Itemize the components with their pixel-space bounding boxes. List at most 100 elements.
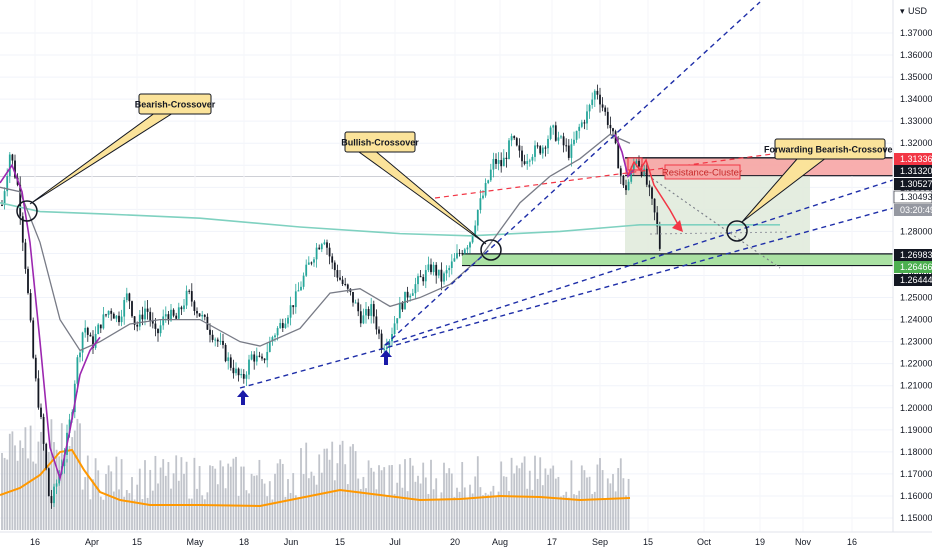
candle-body [406,291,409,298]
price-labels: 1.31336 1.31320 1.30527 1.30493 03:20:49 1.26… [893,153,932,286]
candle-body [271,337,274,342]
volume-bar [219,460,222,530]
volume-bar [549,468,552,530]
forward-crossover-callout-box [774,138,886,160]
candle-body [102,314,105,329]
volume-bar [203,499,206,530]
candle-body [635,160,638,164]
time-axis[interactable]: 16 Apr 15 May 18 Jun 15 Jul 20 Aug 17 Sep 15 Oct 19 Nov… [0,531,932,550]
volume-bar [274,473,276,530]
candle-body [81,332,84,353]
x-tick-label: Sep [592,537,608,547]
candle-body [328,247,331,257]
volume-bar [151,490,154,530]
volume-bar [284,496,287,530]
candle-body [45,443,48,469]
candle-body [297,290,300,292]
volume-bar [196,488,198,530]
candle-body [365,309,367,316]
candle-body [440,269,443,282]
candle-body [474,225,477,235]
candle-body [144,308,146,320]
volume-bar [268,481,271,530]
candle-body [518,145,521,151]
candle-body [622,175,625,186]
volume-bar [263,483,266,530]
candle-body [6,176,9,192]
volume-bar [123,496,126,530]
candle-body [164,314,167,317]
candle-body [292,305,295,308]
candle-body [531,156,534,161]
candle-body [310,262,313,264]
volume-bar [86,455,89,530]
candle-body [510,136,513,141]
candle-body [367,309,370,316]
candle-body [175,315,178,319]
volume-bar [138,468,141,530]
volume-bar [315,484,318,530]
candle-body [284,323,287,328]
volume-bar [164,475,167,530]
candle-body [211,334,214,340]
candle-body [32,320,35,358]
volume-bar [94,458,97,530]
y-tick-label: 1.23000 [900,337,932,347]
volume-bar [73,430,76,530]
candle-body [167,314,170,321]
volume-bar [201,495,204,530]
volume-bar [63,453,66,530]
candle-body [172,309,175,316]
callouts-layer: Bearish-Crossover Bullish-Crossover Forwar… [29,93,897,245]
volume-bar [489,491,492,530]
x-tick-label: 16 [847,537,857,547]
candle-body [354,302,357,304]
candle-body [500,160,503,167]
price-label-text: 1.30493 [900,192,932,202]
candle-body [536,145,539,147]
volume-bar [570,460,573,530]
candle-body [430,264,432,273]
volume-bar [604,499,607,530]
candle-body [645,168,648,185]
candle-body [133,316,136,325]
volume-bar [58,456,61,530]
candle-body [333,262,336,271]
volume-bar [310,471,313,530]
candle-body [110,310,113,314]
bearish-crossover-circle [16,200,38,222]
volume-bar [352,444,354,530]
candle-body [544,147,547,149]
candle-body [196,310,198,314]
volume-bar [560,496,562,530]
volume-bar [159,467,162,530]
price-label-tag [894,165,932,177]
volume-bar [81,489,84,530]
candle-body [411,293,414,296]
candle-body [214,339,217,341]
candle-body [643,168,646,176]
candle-body [235,368,237,374]
candle-body [541,147,544,154]
volume-bar [253,475,256,530]
volume-bar [588,476,591,530]
candle-body [391,334,393,342]
volume-bar [554,478,557,530]
volume-bar [344,464,347,530]
volume-bar [175,455,178,530]
y-tick-label: 1.24000 [900,315,932,325]
candle-body [237,368,240,376]
candle-body [183,305,185,310]
candle-body [50,496,53,504]
price-label-text: 1.26983 [900,250,932,260]
candle-body [323,242,326,245]
volume-bar [627,478,630,530]
volume-bar [536,478,539,530]
bearish-crossover-callout-label: Bearish-Crossover [135,100,216,110]
y-tick-label: 1.25000 [900,293,932,303]
volume-bar [250,473,253,530]
x-tick-label: Aug [492,537,508,547]
candle-body [437,269,440,276]
candle-body [417,276,419,285]
